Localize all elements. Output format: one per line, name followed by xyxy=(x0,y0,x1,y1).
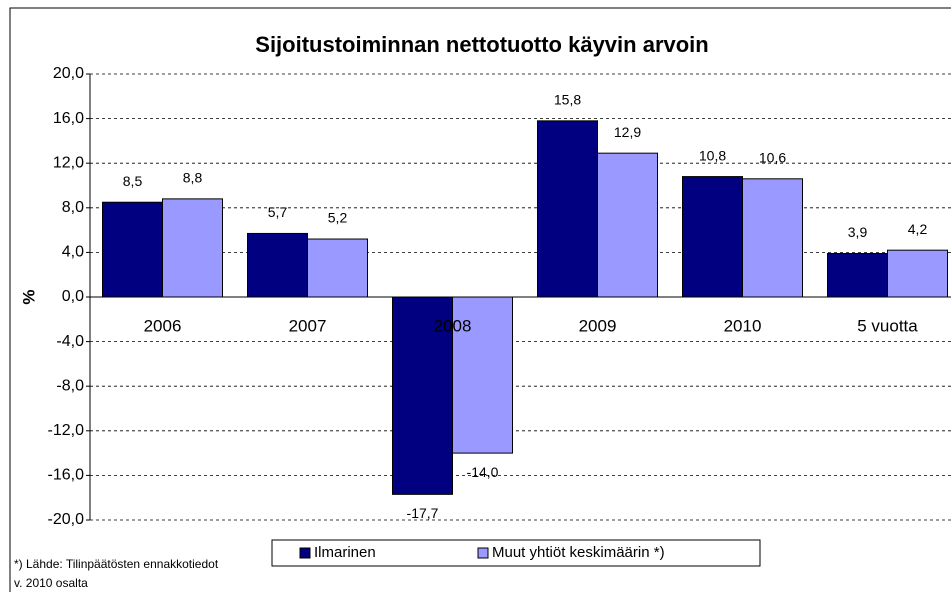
y-tick-label: -8,0 xyxy=(56,377,84,394)
y-tick-label: -12,0 xyxy=(48,422,85,439)
bar xyxy=(307,238,368,298)
bar xyxy=(452,296,513,454)
x-tick-label: 2009 xyxy=(579,316,617,335)
bar xyxy=(537,120,598,298)
data-label: -17,7 xyxy=(407,505,439,521)
data-label: 3,9 xyxy=(848,224,868,240)
legend-box xyxy=(271,539,761,567)
bar xyxy=(597,152,658,298)
bar xyxy=(392,296,453,495)
data-label: 15,8 xyxy=(554,92,581,108)
legend-swatch xyxy=(477,547,489,559)
y-tick-label: 0,0 xyxy=(62,288,84,305)
legend-swatch xyxy=(299,547,311,559)
data-label: 8,5 xyxy=(123,173,143,189)
x-tick-label: 2010 xyxy=(724,316,762,335)
chart-title: Sijoitustoiminnan nettotuotto käyvin arv… xyxy=(255,32,708,57)
y-tick-label: 16,0 xyxy=(53,110,84,127)
x-tick-label: 2008 xyxy=(434,316,472,335)
legend-label: Muut yhtiöt keskimäärin *) xyxy=(492,544,665,561)
footnote: v. 2010 osalta xyxy=(14,576,88,590)
bar xyxy=(162,198,223,298)
y-tick-label: -20,0 xyxy=(48,511,85,528)
bar xyxy=(827,253,888,298)
data-label: 10,6 xyxy=(759,150,786,166)
data-label: -14,0 xyxy=(467,464,499,480)
y-tick-label: 12,0 xyxy=(53,154,84,171)
y-tick-label: 20,0 xyxy=(53,65,84,82)
data-label: 12,9 xyxy=(614,124,641,140)
bar xyxy=(682,176,743,298)
data-label: 10,8 xyxy=(699,147,726,163)
bar xyxy=(102,201,163,298)
data-label: 5,7 xyxy=(268,204,288,220)
y-tick-label: -16,0 xyxy=(48,467,85,484)
y-axis-label: % xyxy=(19,289,38,304)
bar xyxy=(742,178,803,298)
data-label: 5,2 xyxy=(328,210,348,226)
legend-label: Ilmarinen xyxy=(314,544,376,561)
bar xyxy=(887,249,948,298)
bar xyxy=(247,232,308,298)
x-tick-label: 2006 xyxy=(144,316,182,335)
x-tick-label: 2007 xyxy=(289,316,327,335)
y-tick-label: 8,0 xyxy=(62,199,84,216)
data-label: 4,2 xyxy=(908,221,928,237)
x-tick-label: 5 vuotta xyxy=(857,316,918,335)
footnote: *) Lähde: Tilinpäätösten ennakkotiedot xyxy=(14,557,219,571)
y-tick-label: -4,0 xyxy=(56,333,84,350)
data-label: 8,8 xyxy=(183,170,203,186)
y-tick-label: 4,0 xyxy=(62,244,84,261)
